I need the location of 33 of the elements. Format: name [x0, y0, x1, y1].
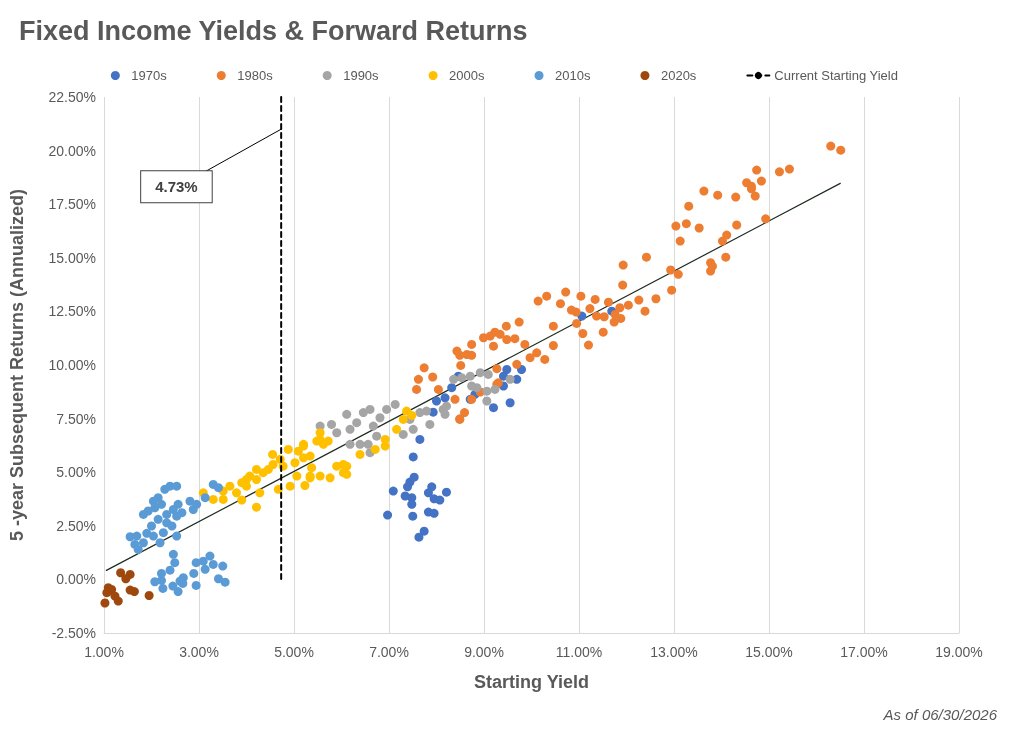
- x-tick-label: 13.00%: [650, 644, 698, 660]
- x-tick-label: 5.00%: [274, 644, 314, 660]
- y-tick-label: 0.00%: [56, 571, 96, 588]
- chart-title: Fixed Income Yields & Forward Returns: [19, 15, 528, 46]
- y-tick-label: 12.50%: [48, 303, 96, 320]
- y-tick-label: 10.00%: [48, 357, 96, 373]
- x-tick-label: 19.00%: [935, 644, 983, 660]
- y-tick-label: -2.50%: [51, 625, 96, 641]
- legend-label: 1970s: [131, 68, 168, 83]
- x-tick-label: 1.00%: [84, 644, 124, 660]
- y-tick-label: 2.50%: [56, 517, 96, 534]
- legend-label: 2000s: [449, 68, 486, 83]
- x-tick-label: 3.00%: [179, 644, 219, 660]
- legend-label: 2020s: [660, 68, 697, 83]
- y-tick-label: 17.50%: [48, 196, 96, 213]
- x-axis-title: Starting Yield: [473, 672, 590, 692]
- x-tick-label: 7.00%: [369, 644, 409, 660]
- y-axis-title: 5 -year Subsequent Returns (Annualized): [7, 188, 27, 542]
- y-tick-label: 15.00%: [48, 249, 96, 266]
- legend-label: 1980s: [237, 68, 274, 83]
- x-tick-label: 17.00%: [840, 644, 888, 660]
- y-tick-label: 22.50%: [48, 89, 96, 105]
- legend-label: Current Starting Yield: [774, 68, 898, 83]
- legend-label: 2010s: [555, 68, 591, 83]
- y-tick-label: 20.00%: [48, 142, 96, 159]
- annotation: 4.73%: [155, 178, 198, 196]
- legend-label: 1990s: [343, 68, 380, 83]
- y-tick-label: 5.00%: [56, 464, 96, 481]
- x-tick-label: 15.00%: [745, 644, 793, 660]
- x-tick-label: 9.00%: [464, 644, 504, 660]
- text: As of 06/30/2026: [882, 706, 998, 723]
- y-tick-label: 7.50%: [56, 410, 96, 427]
- x-tick-label: 11.00%: [555, 644, 603, 660]
